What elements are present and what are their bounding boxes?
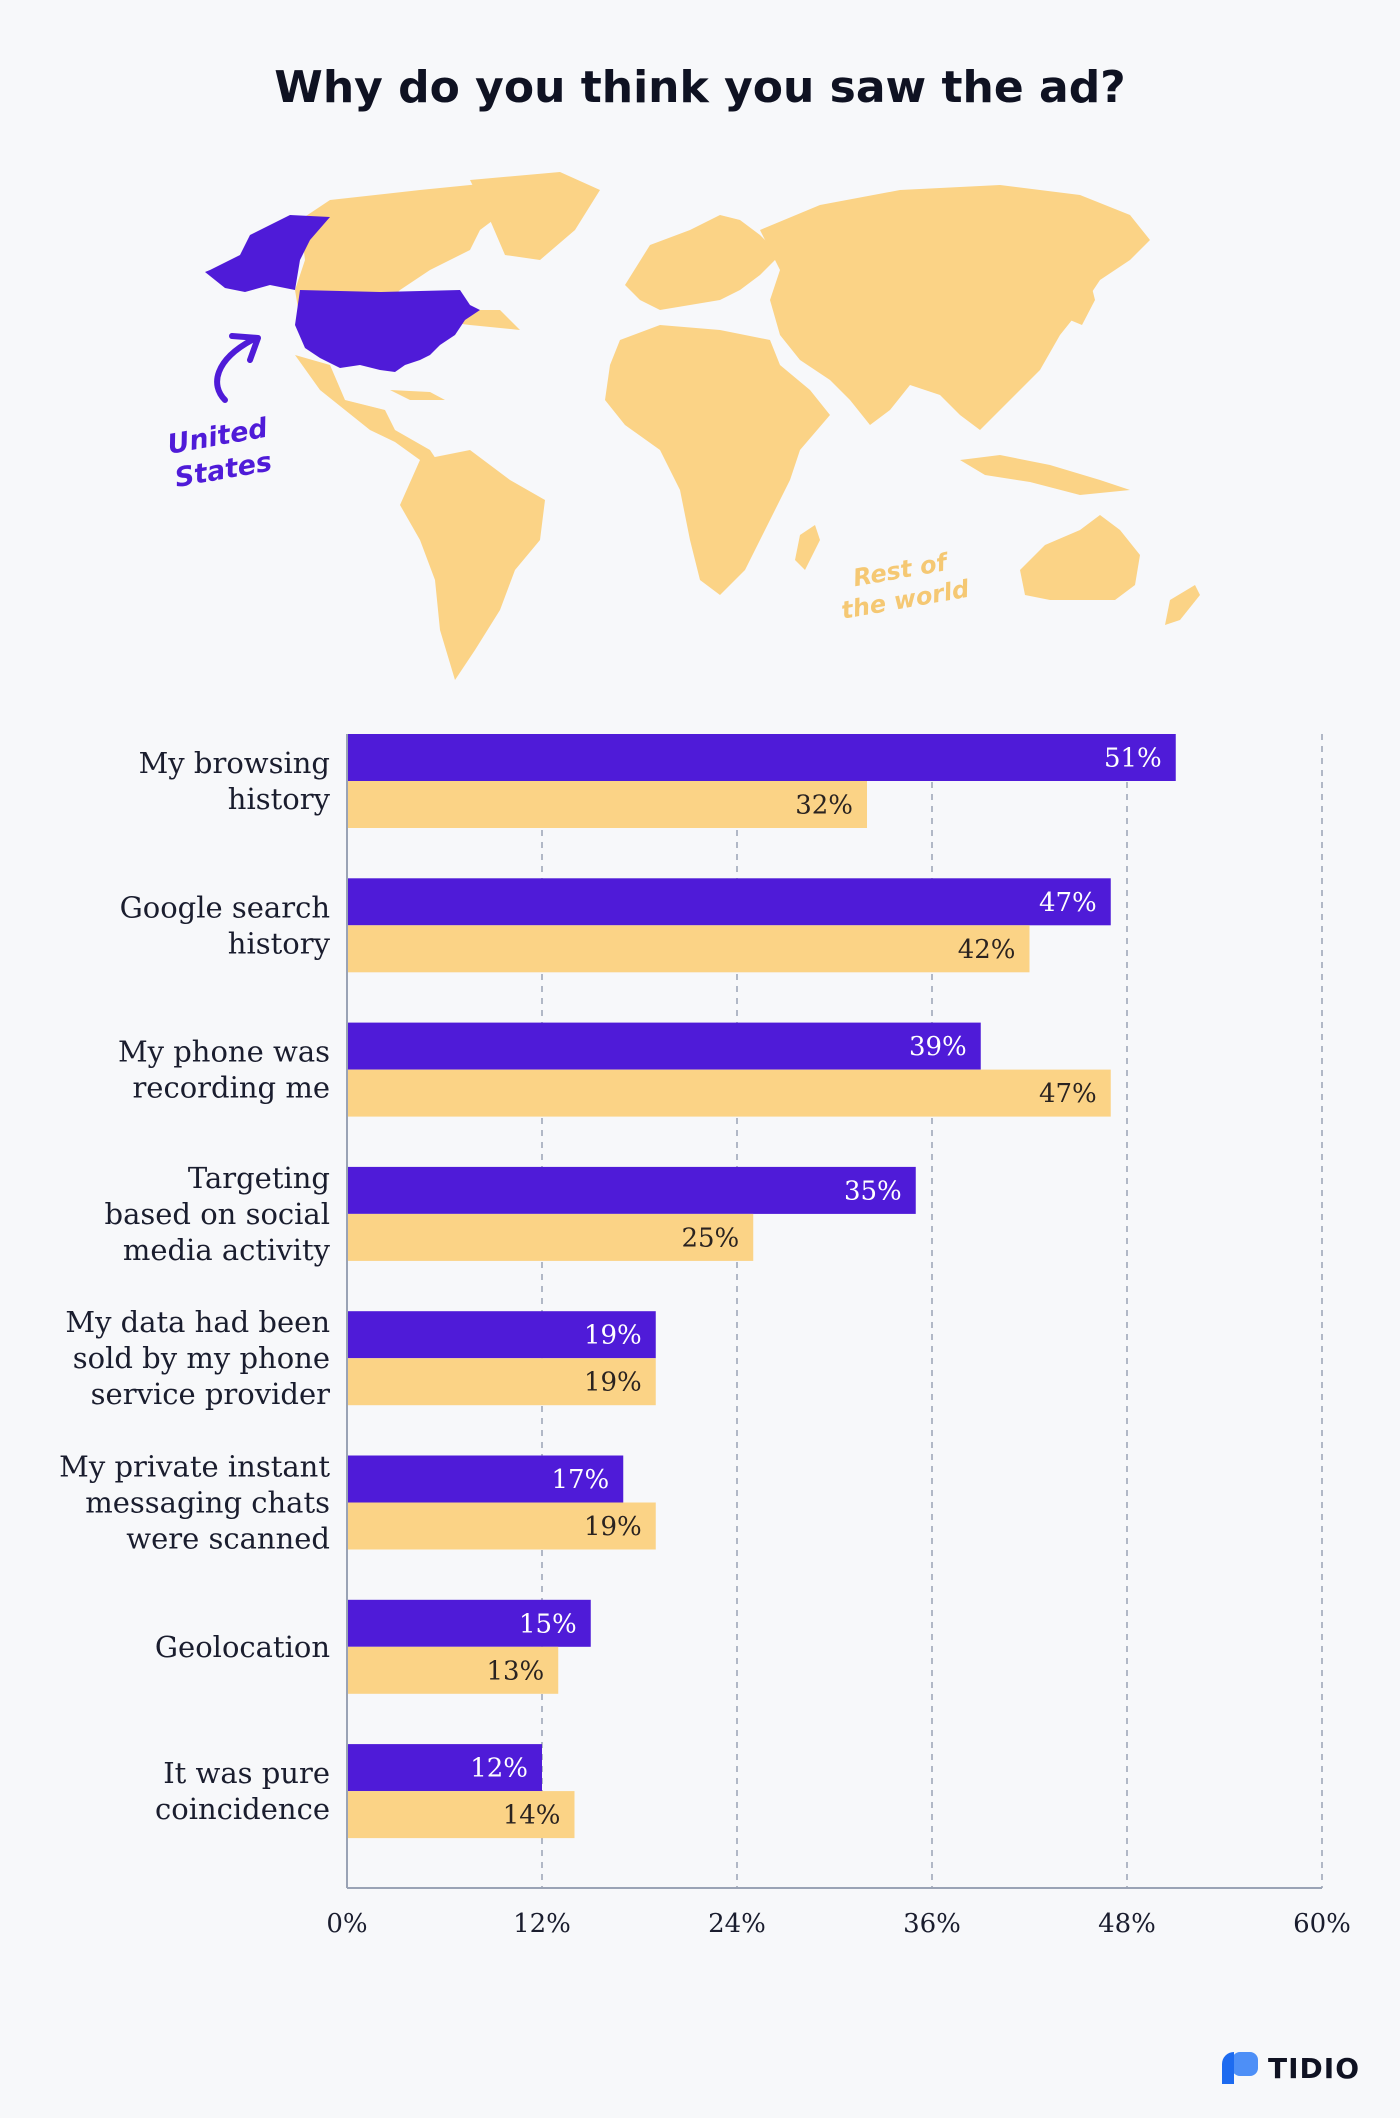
category-label: My browsing history (139, 746, 331, 816)
map-central-america (295, 355, 440, 465)
x-tick-label: 12% (513, 1909, 571, 1939)
bar (347, 878, 1111, 926)
bar-value-label: 19% (584, 1321, 642, 1351)
world-map (205, 172, 1200, 680)
category-label-line: media activity (123, 1233, 331, 1267)
bar (347, 1744, 542, 1792)
us-arrow-head (229, 333, 261, 363)
map-indonesia (960, 455, 1130, 495)
bar-value-label: 19% (584, 1512, 642, 1542)
bar (347, 781, 867, 828)
brand-logo: TIDIO (1220, 2050, 1360, 2086)
category-label: Google search history (120, 890, 331, 960)
bar (347, 1213, 754, 1261)
bar (347, 734, 1176, 781)
bars-layer (347, 734, 1176, 1839)
bar-value-label: 25% (681, 1223, 739, 1253)
bar-value-label: 19% (584, 1368, 642, 1398)
category-label-line: It was pure (163, 1756, 330, 1790)
category-label: Geolocation (155, 1630, 330, 1664)
bar-value-label: 14% (503, 1801, 561, 1831)
category-label-line: sold by my phone (73, 1341, 330, 1375)
bar-value-label: 42% (958, 935, 1016, 965)
map-madagascar (795, 525, 820, 570)
category-label-line: service provider (91, 1377, 330, 1411)
us-arrow (214, 337, 255, 403)
bar (347, 1599, 591, 1647)
page-title: Why do you think you saw the ad? (274, 62, 1126, 113)
bar-value-label: 15% (519, 1609, 577, 1639)
bar (347, 1069, 1111, 1117)
category-label-line: based on social (105, 1197, 330, 1231)
bar (347, 1791, 575, 1839)
bar (347, 1646, 559, 1694)
bar (347, 1455, 624, 1503)
bar-value-label: 47% (1039, 888, 1097, 918)
map-greenland (470, 172, 600, 260)
category-label-line: My browsing (139, 746, 330, 780)
bar-value-label: 17% (551, 1465, 609, 1495)
category-label: My private instant messaging chats were sc… (59, 1450, 330, 1556)
map-south-america (400, 450, 545, 680)
category-label-line: history (228, 782, 331, 816)
bar (347, 1166, 916, 1214)
map-alaska (205, 215, 330, 292)
map-africa (605, 325, 830, 595)
x-tick-label: 36% (903, 1909, 961, 1939)
brand-name: TIDIO (1268, 2051, 1360, 2085)
category-label-line: Targeting (188, 1161, 330, 1195)
category-label-line: history (228, 926, 331, 960)
category-label-line: coincidence (155, 1792, 330, 1826)
bar-value-label: 47% (1039, 1079, 1097, 1109)
category-label: It was pure coincidence (155, 1756, 330, 1826)
category-label: Targeting based on social media activity (105, 1161, 331, 1267)
category-label-line: My private instant (59, 1450, 330, 1484)
bar-value-label: 51% (1104, 744, 1162, 774)
bar-value-label: 12% (470, 1754, 528, 1784)
map-usa (295, 290, 480, 372)
category-label-line: recording me (132, 1071, 330, 1105)
bar (347, 925, 1030, 973)
category-label-line: Google search (120, 890, 330, 924)
bar (347, 1311, 656, 1359)
bar-value-label: 39% (909, 1032, 967, 1062)
x-tick-label: 0% (326, 1909, 367, 1939)
bar (347, 1358, 656, 1406)
category-label: My phone was recording me (118, 1035, 330, 1105)
x-tick-label: 24% (708, 1909, 766, 1939)
map-australia (1020, 515, 1140, 600)
bar-value-label: 32% (795, 791, 853, 821)
category-label-line: messaging chats (85, 1486, 330, 1520)
axis-layer: 0% 12% 24% 36% 48% 60% (326, 734, 1351, 1939)
category-label: My data had been sold by my phone service … (65, 1305, 330, 1411)
map-asia (760, 185, 1150, 430)
category-label-line: My data had been (65, 1305, 330, 1339)
category-label-line: were scanned (126, 1522, 330, 1556)
map-caribbean (390, 390, 445, 400)
category-label-line: My phone was (118, 1035, 330, 1069)
bar (347, 1022, 981, 1070)
tidio-logo-icon (1222, 2052, 1259, 2084)
category-label-line: Geolocation (155, 1630, 330, 1664)
map-japan (1070, 280, 1095, 325)
x-tick-label: 60% (1293, 1909, 1351, 1939)
bar (347, 1502, 656, 1550)
bar-value-label: 13% (486, 1656, 544, 1686)
map-new-zealand (1165, 585, 1200, 625)
bar-value-label: 35% (844, 1176, 902, 1206)
map-europe (625, 215, 780, 310)
x-tick-label: 48% (1098, 1909, 1156, 1939)
